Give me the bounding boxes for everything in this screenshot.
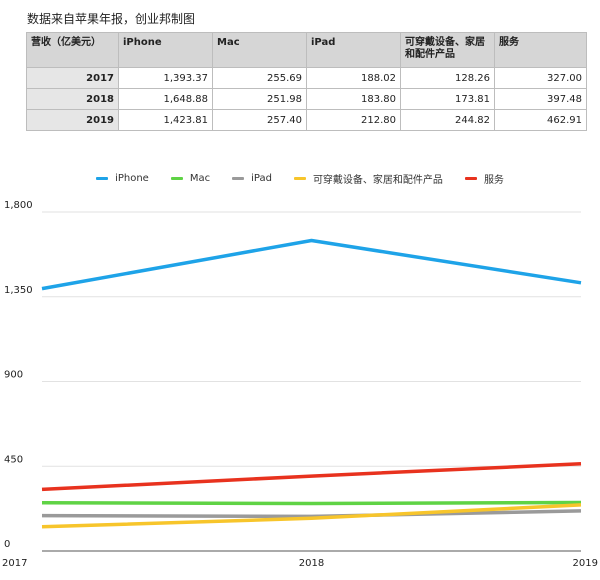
legend-label: iPad [251,173,272,184]
chart-legend: iPhone Mac iPad 可穿戴设备、家居和配件产品 服务 [0,171,600,186]
series-line-2 [41,509,582,519]
table-cell: 244.82 [400,109,495,131]
legend-label: 可穿戴设备、家居和配件产品 [312,175,443,186]
table-cell: 257.40 [212,109,307,131]
legend-swatch [232,177,245,180]
table-cell: 1,648.88 [118,88,213,110]
y-tick-label: 1,350 [4,285,33,296]
legend-item-services: 服务 [464,171,504,186]
x-tick-label: 2019 [573,558,598,569]
row-header-year: 2019 [26,109,119,131]
series-line-3 [41,503,582,529]
legend-label: Mac [189,173,211,184]
table-row: 2018 1,648.88 251.98 183.80 173.81 397.4… [26,88,587,110]
column-header-iphone: iPhone [118,32,213,68]
series-line-0 [41,238,582,291]
legend-swatch [96,177,109,180]
legend-item-ipad: iPad [232,171,272,186]
series-line-4 [41,462,582,492]
row-header-year: 2018 [26,88,119,110]
legend-label: iPhone [115,173,149,184]
column-header-ipad: iPad [306,32,401,68]
column-header-mac: Mac [212,32,307,68]
legend-swatch [170,177,183,180]
legend-swatch [293,177,306,180]
y-tick-label: 450 [4,454,23,465]
x-tick-label: 2018 [299,558,324,569]
legend-item-mac: Mac [170,171,211,186]
table-cell: 188.02 [306,67,401,89]
legend-item-wearables: 可穿戴设备、家居和配件产品 [293,171,443,186]
x-tick-label: 2017 [2,558,27,569]
table-cell: 212.80 [306,109,401,131]
column-header-wearables: 可穿戴设备、家居和配件产品 [400,32,495,68]
table-cell: 462.91 [494,109,587,131]
table-row: 2019 1,423.81 257.40 212.80 244.82 462.9… [26,109,587,131]
y-tick-label: 900 [4,370,23,381]
y-tick-label: 0 [4,539,10,550]
legend-swatch [464,177,477,180]
legend-item-iphone: iPhone [96,171,149,186]
revenue-table: 营收（亿美元） iPhone Mac iPad 可穿戴设备、家居和配件产品 服务… [26,32,587,131]
table-cell: 1,393.37 [118,67,213,89]
table-cell: 397.48 [494,88,587,110]
table-cell: 128.26 [400,67,495,89]
table-cell: 1,423.81 [118,109,213,131]
table-cell: 327.00 [494,67,587,89]
legend-label: 服务 [483,175,504,186]
series-line-1 [41,500,582,506]
y-tick-label: 1,800 [4,200,33,211]
column-header-services: 服务 [494,32,587,68]
source-note: 数据来自苹果年报，创业邦制图 [27,12,196,26]
table-header-row: 营收（亿美元） iPhone Mac iPad 可穿戴设备、家居和配件产品 服务 [26,32,587,68]
